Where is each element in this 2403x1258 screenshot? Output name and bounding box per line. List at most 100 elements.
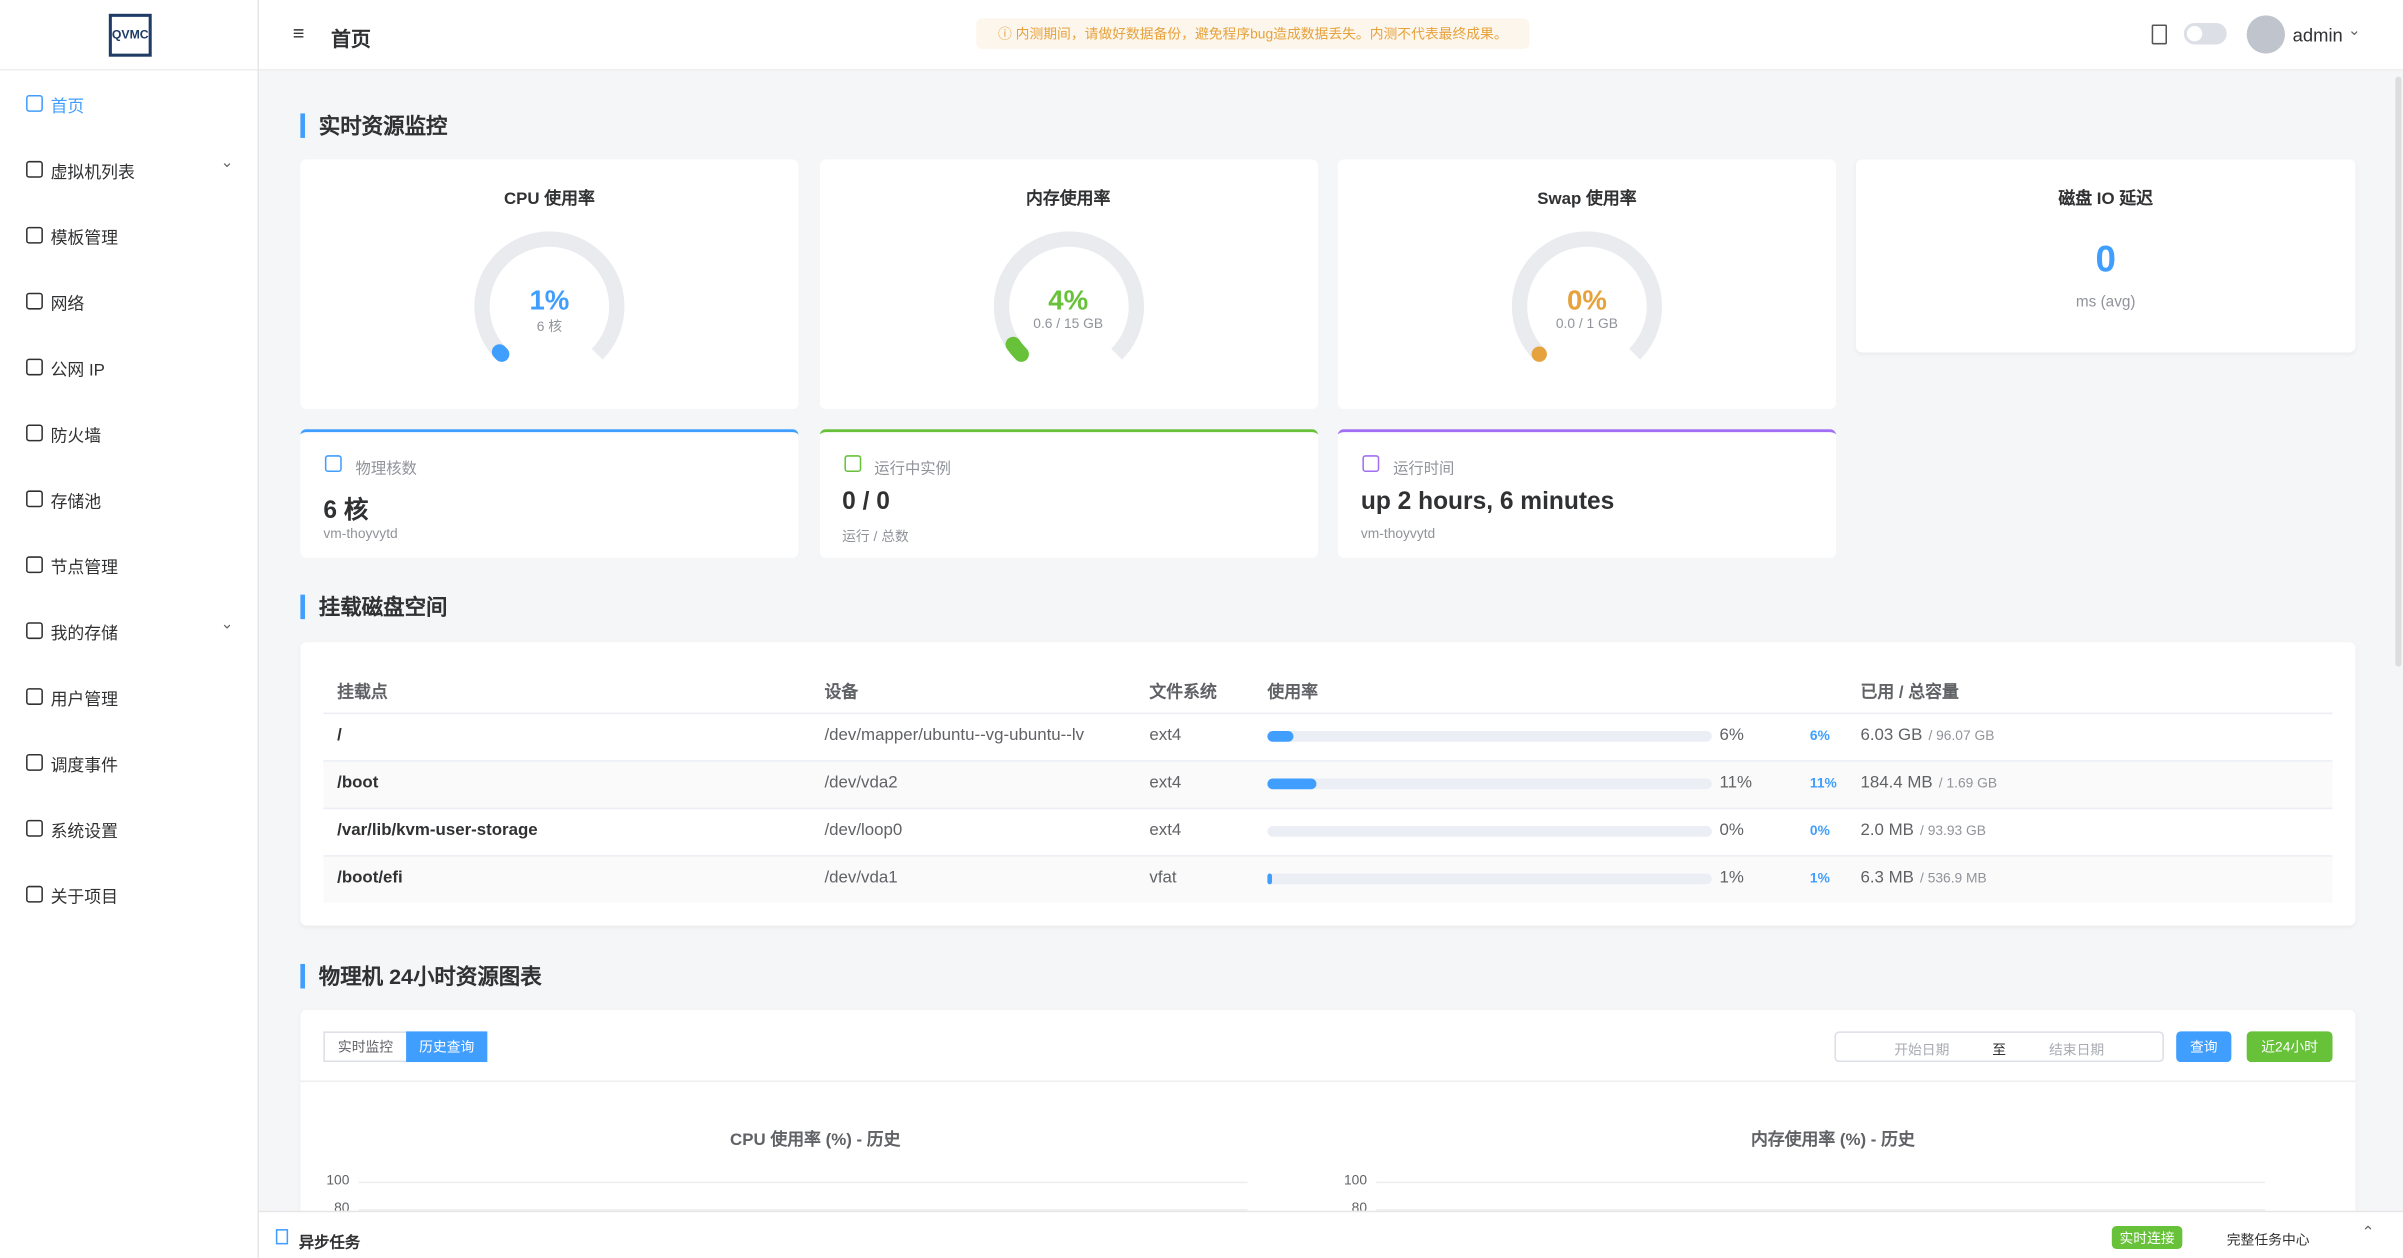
gauge-value [491, 344, 510, 362]
notice: ⓘ 内测期间，请做好数据备份，避免程序bug造成数据丢失。内测不代表最终成果。 [976, 18, 1530, 50]
stat-label: 运行中实例 [874, 461, 951, 479]
gauge-track [993, 231, 1144, 360]
username[interactable]: admin [2292, 24, 2343, 46]
menu-icon [26, 424, 43, 442]
divider [0, 68, 258, 71]
menu-item[interactable]: 存储池 [50, 493, 102, 512]
footer: 异步任务 实时连接 完整任务中心 ⌃ [258, 1210, 2403, 1258]
menu-item[interactable]: 公网 IP [50, 361, 105, 381]
menu-item[interactable]: 模板管理 [50, 229, 119, 249]
gauge-value [1004, 336, 1029, 362]
card-title: 磁盘 IO 延迟 [2058, 190, 2153, 209]
scrollbar [2395, 76, 2402, 667]
menu-icon [26, 622, 43, 640]
menu-item[interactable]: 节点管理 [50, 559, 119, 578]
grid-line [358, 1181, 1248, 1184]
page-title: 首页 [331, 27, 371, 51]
filesystem: ext4 [1149, 773, 1182, 793]
usage-tag: 1% [1809, 870, 1830, 886]
submenu-chevron: ⌄ [220, 616, 234, 633]
start-date[interactable]: 开始日期 [1894, 1042, 1950, 1058]
notice-text: 内测期间，请做好数据备份，避免程序bug造成数据丢失。内测不代表最终成果。 [1015, 26, 1508, 42]
date-range[interactable]: 开始日期 至 结束日期 [1834, 1031, 2164, 1063]
range-separator: 至 [1992, 1042, 2007, 1058]
menu-toggle[interactable]: ≡ [292, 21, 305, 45]
stat-icon [324, 455, 342, 473]
task-center-link[interactable]: 完整任务中心 [2226, 1232, 2310, 1248]
menu-item[interactable]: 网络 [50, 295, 85, 315]
y-tick-label: 100 [326, 1172, 350, 1188]
logo[interactable]: QVMC [108, 13, 152, 57]
usage-text: 6% [1719, 726, 1744, 745]
task-icon[interactable] [2151, 24, 2167, 45]
total: / 536.9 MB [1920, 870, 1987, 886]
stat-card: 运行中实例 0 / 0 运行 / 总数 [819, 429, 1318, 558]
filesystem: ext4 [1149, 821, 1182, 840]
gauge-sub: 0.6 / 15 GB [1033, 315, 1104, 332]
column-header: 文件系统 [1149, 683, 1217, 702]
gauge [474, 231, 625, 362]
total: / 1.69 GB [1938, 775, 1998, 791]
menu-icon [26, 490, 43, 508]
collapse[interactable]: ⌃ [2361, 1224, 2375, 1242]
usage-track [1267, 826, 1712, 837]
gauge-track [1511, 231, 1663, 360]
end-date[interactable]: 结束日期 [2048, 1042, 2105, 1058]
y-tick-label: 100 [1343, 1172, 1368, 1188]
menu-item[interactable]: 关于项目 [50, 888, 119, 908]
device: /dev/loop0 [824, 821, 903, 840]
used: 184.4 MB [1860, 773, 1933, 793]
menu-icon [26, 95, 43, 112]
device: /dev/vda1 [824, 868, 898, 888]
filesystem: vfat [1149, 868, 1177, 888]
avatar[interactable] [2246, 15, 2286, 54]
stat-sub: 运行 / 总数 [842, 528, 909, 545]
disk-io-card: 磁盘 IO 延迟 0 ms (avg) [1855, 159, 2356, 353]
stat-label: 运行时间 [1393, 461, 1455, 479]
gauge-label: 0% [1566, 285, 1607, 316]
stat-value: 0 / 0 [842, 488, 890, 515]
menu-item[interactable]: 我的存储 [50, 625, 119, 644]
gauge-card: Swap 使用率 0% 0.0 / 1 GB [1337, 159, 1836, 410]
usage-track [1267, 778, 1712, 790]
status-badge: 实时连接 [2111, 1226, 2183, 1250]
section-title: 实时资源监控 [300, 113, 447, 138]
usage-bar [1267, 873, 1272, 885]
used: 6.03 GB [1860, 726, 1923, 745]
usage-tag: 0% [1809, 822, 1830, 839]
menu-item[interactable]: 虚拟机列表 [50, 163, 135, 183]
device: /dev/mapper/ubuntu--vg-ubuntu--lv [824, 726, 1085, 745]
tab-active[interactable]: 历史查询 [406, 1031, 488, 1063]
header: ≡ 首页 ⓘ 内测期间，请做好数据备份，避免程序bug造成数据丢失。内测不代表最… [258, 0, 2403, 71]
stat-value: 6 核 [323, 498, 369, 525]
mount-point: /var/lib/kvm-user-storage [337, 821, 538, 840]
gauge-sub: 0.0 / 1 GB [1555, 315, 1618, 332]
io-value: 0 [2095, 239, 2116, 281]
last24-button[interactable]: 近24小时 [2246, 1031, 2333, 1063]
query-button[interactable]: 查询 [2176, 1031, 2232, 1063]
menu-item[interactable]: 首页 [50, 98, 85, 117]
menu-icon [26, 819, 43, 837]
menu-icon [26, 885, 43, 903]
chart-title: CPU 使用率 (%) - 历史 [730, 1131, 901, 1150]
card-title: CPU 使用率 [503, 190, 595, 209]
used: 2.0 MB [1860, 821, 1914, 840]
grid-line [358, 1209, 1248, 1211]
tab[interactable]: 实时监控 [323, 1031, 408, 1063]
column-header: 设备 [824, 683, 859, 702]
column-header: 挂载点 [337, 683, 388, 702]
menu-icon [26, 160, 43, 178]
menu-item[interactable]: 防火墙 [50, 427, 102, 446]
menu-item[interactable]: 用户管理 [50, 691, 119, 710]
theme-switch[interactable] [2183, 22, 2227, 45]
menu-item[interactable]: 系统设置 [50, 822, 119, 842]
stat-icon [1362, 455, 1380, 473]
menu-item[interactable]: 调度事件 [50, 757, 119, 776]
gauge-card: CPU 使用率 1% 6 核 [300, 159, 799, 410]
switch-knob [2186, 26, 2203, 42]
gauge-sub: 6 核 [536, 318, 563, 335]
stat-icon [843, 455, 861, 473]
submenu-chevron: ⌄ [220, 154, 234, 172]
filesystem: ext4 [1149, 726, 1182, 745]
gauge-card: 内存使用率 4% 0.6 / 15 GB [819, 159, 1318, 410]
